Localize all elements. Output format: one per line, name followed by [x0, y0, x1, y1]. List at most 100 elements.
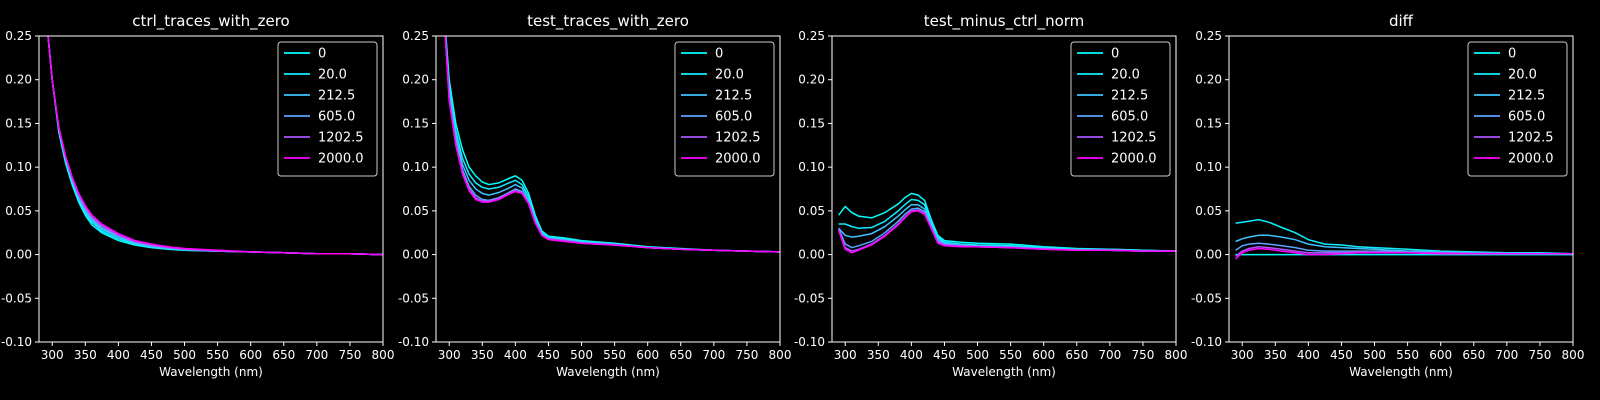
chart-panel-3: diff 300 350 400 450 500 550 600 650 700 750 800 -0.… [1191, 12, 1585, 379]
y-tick-label: 0.20 [402, 73, 429, 87]
y-tick-label: 0.05 [5, 204, 32, 218]
x-tick-label: 450 [1330, 348, 1353, 362]
x-tick-label: 500 [173, 348, 196, 362]
y-tick-label: 0.10 [402, 160, 429, 174]
x-tick-label: 550 [999, 348, 1022, 362]
series-lines [444, 36, 780, 253]
x-tick-label: 500 [1363, 348, 1386, 362]
x-axis-label: Wavelength (nm) [952, 365, 1056, 379]
legend: 0 20.0 212.5 605.0 1202.5 2000.0 [1070, 41, 1171, 177]
series-line-4 [837, 209, 1176, 252]
x-tick-label: 400 [1297, 348, 1320, 362]
legend-entry: 212.5 [318, 89, 355, 104]
x-tick-label: 650 [1065, 348, 1088, 362]
x-axis-label: Wavelength (nm) [159, 365, 263, 379]
x-tick-label: 400 [504, 348, 527, 362]
series-line-0 [445, 36, 780, 253]
plot-frame [1228, 35, 1574, 343]
x-tick-label: 600 [1429, 348, 1452, 362]
legend-entry: 605.0 [1111, 110, 1148, 125]
legend: 0 20.0 212.5 605.0 1202.5 2000.0 [1467, 41, 1568, 177]
x-tick-label: 650 [1462, 348, 1485, 362]
chart-panel-1: test_traces_with_zero 300 350 400 450 500 550 6… [398, 12, 792, 379]
x-tick-label: 750 [735, 348, 758, 362]
x-tick-label: 750 [1131, 348, 1154, 362]
legend-entry: 20.0 [1508, 68, 1537, 83]
y-tick-label: 0.05 [402, 204, 429, 218]
x-tick-label: 650 [272, 348, 295, 362]
legend: 0 20.0 212.5 605.0 1202.5 2000.0 [277, 41, 378, 177]
y-tick-label: 0.20 [5, 73, 32, 87]
legend-entry: 1202.5 [1111, 131, 1157, 146]
y-tick-label: -0.05 [794, 291, 825, 305]
legend-entry: 1202.5 [715, 131, 761, 146]
legend-entry: 2000.0 [1508, 152, 1554, 167]
x-tick-label: 800 [372, 348, 395, 362]
y-tick-label: -0.05 [1, 291, 32, 305]
x-tick-label: 300 [834, 348, 857, 362]
x-tick-label: 700 [1495, 348, 1518, 362]
x-tick-label: 450 [933, 348, 956, 362]
y-tick-label: 0.25 [5, 29, 32, 43]
legend-entry: 212.5 [715, 89, 752, 104]
x-tick-label: 300 [41, 348, 64, 362]
legend-entry: 0 [715, 47, 723, 62]
legend-entry: 2000.0 [1111, 152, 1157, 167]
x-axis-label: Wavelength (nm) [556, 365, 660, 379]
x-tick-label: 600 [636, 348, 659, 362]
series-line-5 [444, 36, 780, 253]
x-tick-label: 600 [1032, 348, 1055, 362]
x-tick-label: 350 [74, 348, 97, 362]
series-line-1 [1235, 218, 1573, 255]
series-line-5 [47, 36, 383, 256]
y-tick-label: -0.10 [1191, 335, 1222, 349]
chart-title: diff [1389, 12, 1414, 30]
y-tick-label: 0.00 [1195, 248, 1222, 262]
series-lines [837, 192, 1176, 254]
x-tick-label: 700 [702, 348, 725, 362]
plot-frame [831, 35, 1177, 343]
x-tick-label: 350 [471, 348, 494, 362]
legend-box [277, 41, 378, 177]
legend-entry: 0 [1111, 47, 1119, 62]
legend-entry: 212.5 [1111, 89, 1148, 104]
y-tick-label: -0.10 [1, 335, 32, 349]
y-tick-label: -0.10 [398, 335, 429, 349]
y-tick-label: 0.20 [798, 73, 825, 87]
legend-entry: 1202.5 [1508, 131, 1554, 146]
x-tick-label: 600 [239, 348, 262, 362]
y-tick-label: 0.00 [5, 248, 32, 262]
x-tick-label: 500 [570, 348, 593, 362]
x-tick-label: 550 [603, 348, 626, 362]
x-tick-label: 300 [438, 348, 461, 362]
legend: 0 20.0 212.5 605.0 1202.5 2000.0 [674, 41, 775, 177]
x-tick-label: 550 [1396, 348, 1419, 362]
x-tick-label: 400 [107, 348, 130, 362]
chart-title: test_minus_ctrl_norm [924, 12, 1085, 31]
x-tick-label: 650 [669, 348, 692, 362]
legend-entry: 20.0 [1111, 68, 1140, 83]
legend-box [1467, 41, 1568, 177]
x-tick-label: 800 [1562, 348, 1585, 362]
legend-entry: 2000.0 [715, 152, 761, 167]
x-tick-label: 700 [305, 348, 328, 362]
y-tick-label: 0.15 [798, 116, 825, 130]
legend-box [674, 41, 775, 177]
series-lines [47, 36, 383, 256]
legend-entry: 605.0 [715, 110, 752, 125]
legend-entry: 2000.0 [318, 152, 364, 167]
y-tick-label: 0.15 [5, 116, 32, 130]
chart-panel-0: ctrl_traces_with_zero 300 350 400 450 500 550 6… [1, 12, 395, 379]
chart-title: test_traces_with_zero [527, 12, 689, 31]
y-tick-label: 0.25 [798, 29, 825, 43]
y-tick-label: 0.00 [402, 248, 429, 262]
y-tick-label: -0.05 [398, 291, 429, 305]
y-tick-label: 0.15 [402, 116, 429, 130]
legend-entry: 0 [1508, 47, 1516, 62]
chart-panel-2: test_minus_ctrl_norm 300 350 400 450 500 550 60… [794, 12, 1188, 379]
x-tick-label: 800 [769, 348, 792, 362]
series-line-5 [837, 210, 1176, 254]
y-tick-label: 0.20 [1195, 73, 1222, 87]
legend-entry: 605.0 [1508, 110, 1545, 125]
